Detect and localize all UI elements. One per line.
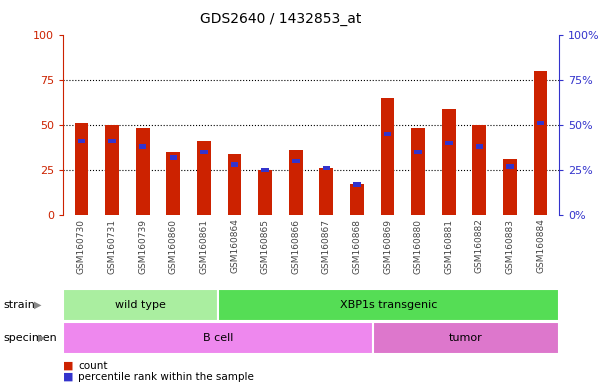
Bar [75, 123, 88, 215]
Bar [411, 128, 425, 215]
Bar [503, 159, 517, 215]
Bar [108, 139, 116, 143]
Bar [169, 155, 177, 159]
Text: count: count [78, 361, 108, 371]
Bar [63, 322, 373, 354]
Text: GSM160867: GSM160867 [322, 218, 331, 273]
Bar [537, 121, 545, 125]
Bar [350, 184, 364, 215]
Bar [139, 144, 147, 149]
Bar [105, 125, 119, 215]
Bar [475, 144, 483, 149]
Text: wild type: wild type [115, 300, 166, 310]
Text: GSM160882: GSM160882 [475, 218, 484, 273]
Text: B cell: B cell [203, 333, 233, 343]
Text: strain: strain [3, 300, 35, 310]
Bar [380, 98, 394, 215]
Bar [261, 168, 269, 172]
Text: ▶: ▶ [38, 333, 46, 343]
Text: GSM160880: GSM160880 [413, 218, 423, 273]
Text: ▶: ▶ [34, 300, 41, 310]
Bar [63, 289, 218, 321]
Bar [442, 109, 456, 215]
Bar [136, 128, 150, 215]
Text: GSM160865: GSM160865 [261, 218, 270, 273]
Bar [289, 150, 302, 215]
Text: specimen: specimen [3, 333, 56, 343]
Bar [231, 162, 238, 167]
Text: GSM160883: GSM160883 [505, 218, 514, 273]
Text: GSM160739: GSM160739 [138, 218, 147, 273]
Text: ■: ■ [63, 372, 73, 382]
Text: GSM160730: GSM160730 [77, 218, 86, 273]
Text: XBP1s transgenic: XBP1s transgenic [340, 300, 437, 310]
Bar [218, 289, 559, 321]
Bar [258, 170, 272, 215]
Bar [200, 150, 208, 154]
Bar [445, 141, 453, 145]
Text: GSM160868: GSM160868 [352, 218, 361, 273]
Bar [166, 152, 180, 215]
Text: GSM160866: GSM160866 [291, 218, 300, 273]
Bar [472, 125, 486, 215]
Bar [197, 141, 211, 215]
Bar [78, 139, 85, 143]
Text: GSM160861: GSM160861 [200, 218, 209, 273]
Bar [320, 168, 333, 215]
Bar [506, 164, 514, 169]
Bar [292, 159, 299, 163]
Text: GSM160731: GSM160731 [108, 218, 117, 273]
Bar [414, 150, 422, 154]
Text: GSM160869: GSM160869 [383, 218, 392, 273]
Bar [323, 166, 330, 170]
Text: GSM160881: GSM160881 [444, 218, 453, 273]
Bar [228, 154, 242, 215]
Bar [384, 132, 391, 136]
Bar [534, 71, 548, 215]
Text: GSM160884: GSM160884 [536, 218, 545, 273]
Bar [353, 182, 361, 187]
Text: GSM160864: GSM160864 [230, 218, 239, 273]
Text: ■: ■ [63, 361, 73, 371]
Text: tumor: tumor [449, 333, 483, 343]
Text: GSM160860: GSM160860 [169, 218, 178, 273]
Text: percentile rank within the sample: percentile rank within the sample [78, 372, 254, 382]
Bar [373, 322, 559, 354]
Text: GDS2640 / 1432853_at: GDS2640 / 1432853_at [200, 12, 362, 25]
